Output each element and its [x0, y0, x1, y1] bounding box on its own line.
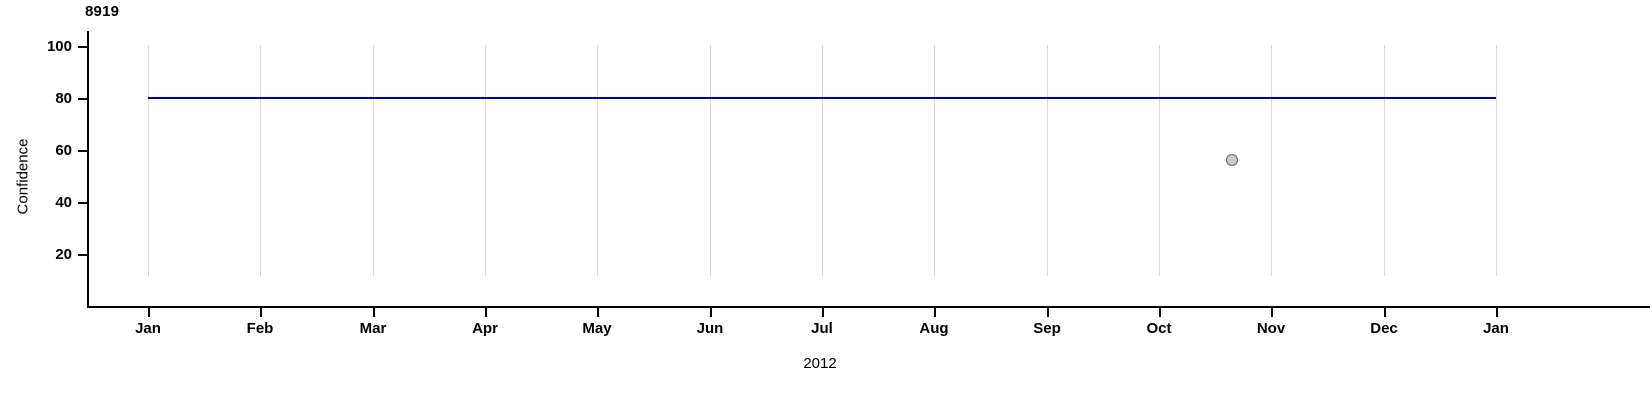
gridline — [1047, 45, 1048, 276]
y-axis-tick — [78, 254, 87, 256]
x-axis-tick-label: Oct — [1146, 320, 1172, 337]
y-axis-tick-label: 20 — [55, 246, 72, 263]
x-axis-tick-label: Sep — [1033, 320, 1061, 337]
x-axis-tick-label: Jan — [135, 320, 161, 337]
y-axis-spine — [87, 31, 89, 308]
x-axis-tick-label: Nov — [1256, 320, 1286, 337]
gridline — [710, 45, 711, 276]
x-axis-tick — [1271, 308, 1273, 317]
x-axis-tick — [1496, 308, 1498, 317]
x-axis-tick-label: Apr — [472, 320, 498, 337]
x-axis-tick-label: Dec — [1370, 320, 1398, 337]
x-axis-tick-label: Aug — [919, 320, 949, 337]
x-axis-tick — [373, 308, 375, 317]
y-axis-tick — [78, 46, 87, 48]
x-axis-tick — [1047, 308, 1049, 317]
x-axis-tick — [710, 308, 712, 317]
x-axis-title: 2012 — [803, 355, 837, 372]
y-axis-tick-label: 100 — [46, 38, 72, 55]
x-axis-tick — [822, 308, 824, 317]
x-axis-tick-label: Mar — [359, 320, 387, 337]
x-axis-tick-label: Jan — [1483, 320, 1509, 337]
y-axis-tick-label: 60 — [55, 142, 72, 159]
threshold-line — [148, 97, 1496, 99]
x-axis-tick — [1384, 308, 1386, 317]
gridline — [148, 45, 149, 276]
y-axis-tick-label: 40 — [55, 194, 72, 211]
gridline — [1271, 45, 1272, 276]
data-point — [1225, 154, 1238, 167]
y-axis-tick — [78, 150, 87, 152]
y-axis-title: Confidence — [14, 138, 32, 215]
x-axis-tick-label: Jun — [696, 320, 724, 337]
gridline — [1496, 45, 1497, 276]
x-axis-tick — [934, 308, 936, 317]
x-axis-tick — [260, 308, 262, 317]
gridline — [1159, 45, 1160, 276]
y-axis-tick — [78, 98, 87, 100]
gridline — [260, 45, 261, 276]
x-axis-tick — [597, 308, 599, 317]
x-axis-tick — [485, 308, 487, 317]
x-axis-tick-label: May — [582, 320, 612, 337]
gridline — [373, 45, 374, 276]
gridline — [822, 45, 823, 276]
x-axis-tick — [148, 308, 150, 317]
chart-title: 8919 — [85, 3, 120, 20]
y-axis-tick-label: 80 — [55, 90, 72, 107]
x-axis-tick-label: Jul — [811, 320, 833, 337]
x-axis-tick-label: Feb — [246, 320, 274, 337]
x-axis-spine — [87, 306, 1650, 308]
y-axis-tick — [78, 202, 87, 204]
gridline — [934, 45, 935, 276]
gridline — [1384, 45, 1385, 276]
gridline — [597, 45, 598, 276]
x-axis-tick — [1159, 308, 1161, 317]
gridline — [485, 45, 486, 276]
